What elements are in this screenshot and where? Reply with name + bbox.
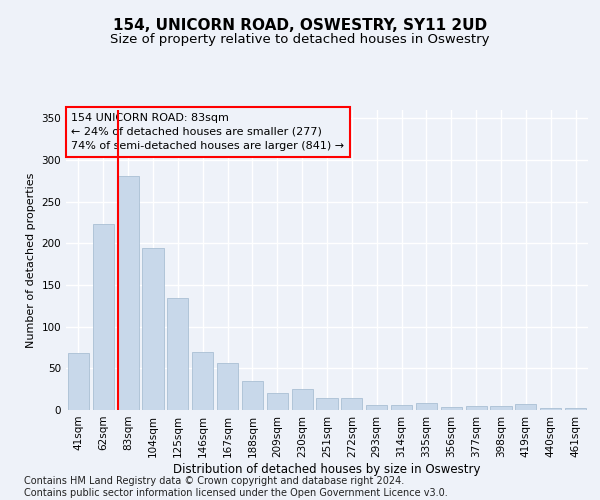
Text: Contains HM Land Registry data © Crown copyright and database right 2024.
Contai: Contains HM Land Registry data © Crown c… bbox=[24, 476, 448, 498]
Bar bbox=[565, 408, 586, 410]
Bar bbox=[441, 406, 462, 410]
Bar bbox=[292, 389, 313, 410]
Text: Size of property relative to detached houses in Oswestry: Size of property relative to detached ho… bbox=[110, 32, 490, 46]
Bar bbox=[416, 404, 437, 410]
Bar bbox=[490, 406, 512, 410]
Bar bbox=[341, 398, 362, 410]
Bar bbox=[217, 362, 238, 410]
Bar bbox=[267, 392, 288, 410]
Bar bbox=[93, 224, 114, 410]
Text: 154, UNICORN ROAD, OSWESTRY, SY11 2UD: 154, UNICORN ROAD, OSWESTRY, SY11 2UD bbox=[113, 18, 487, 32]
Bar bbox=[391, 405, 412, 410]
Bar bbox=[540, 408, 561, 410]
Bar bbox=[118, 176, 139, 410]
X-axis label: Distribution of detached houses by size in Oswestry: Distribution of detached houses by size … bbox=[173, 462, 481, 475]
Y-axis label: Number of detached properties: Number of detached properties bbox=[26, 172, 36, 348]
Text: 154 UNICORN ROAD: 83sqm
← 24% of detached houses are smaller (277)
74% of semi-d: 154 UNICORN ROAD: 83sqm ← 24% of detache… bbox=[71, 113, 344, 151]
Bar bbox=[466, 406, 487, 410]
Bar bbox=[366, 405, 387, 410]
Bar bbox=[142, 248, 164, 410]
Bar bbox=[192, 352, 213, 410]
Bar bbox=[167, 298, 188, 410]
Bar bbox=[242, 381, 263, 410]
Bar bbox=[68, 352, 89, 410]
Bar bbox=[515, 404, 536, 410]
Bar bbox=[316, 398, 338, 410]
